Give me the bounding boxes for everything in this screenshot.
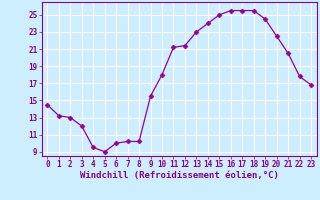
X-axis label: Windchill (Refroidissement éolien,°C): Windchill (Refroidissement éolien,°C) bbox=[80, 171, 279, 180]
